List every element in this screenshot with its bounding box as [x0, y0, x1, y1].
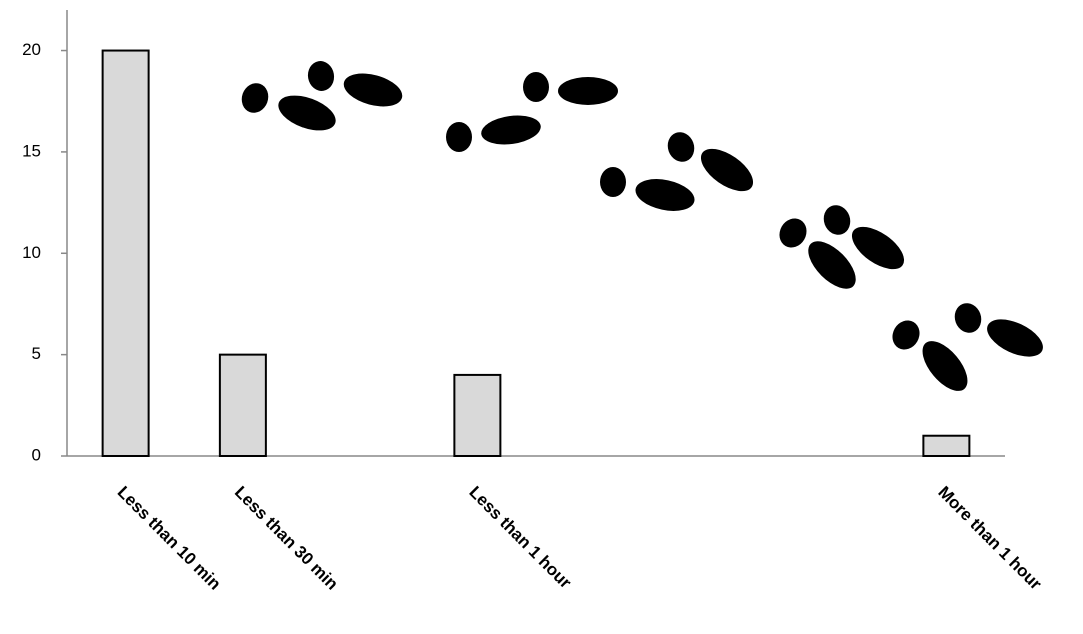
- y-tick-label: 5: [32, 344, 41, 363]
- x-tick-label: Less than 30 min: [231, 483, 342, 594]
- footprints: [241, 61, 1043, 391]
- bar: [218, 353, 267, 457]
- y-tick-label: 10: [22, 243, 41, 262]
- bar: [453, 373, 502, 457]
- y-tick-label: 15: [22, 141, 41, 160]
- y-tick-label: 0: [32, 445, 41, 464]
- x-tick-label: More than 1 hour: [934, 483, 1045, 594]
- y-tick-label: 20: [22, 40, 41, 59]
- bar: [101, 49, 150, 458]
- x-tick-label: Less than 10 min: [114, 483, 225, 594]
- bar: [922, 434, 971, 457]
- x-tick-label: Less than 1 hour: [465, 483, 575, 593]
